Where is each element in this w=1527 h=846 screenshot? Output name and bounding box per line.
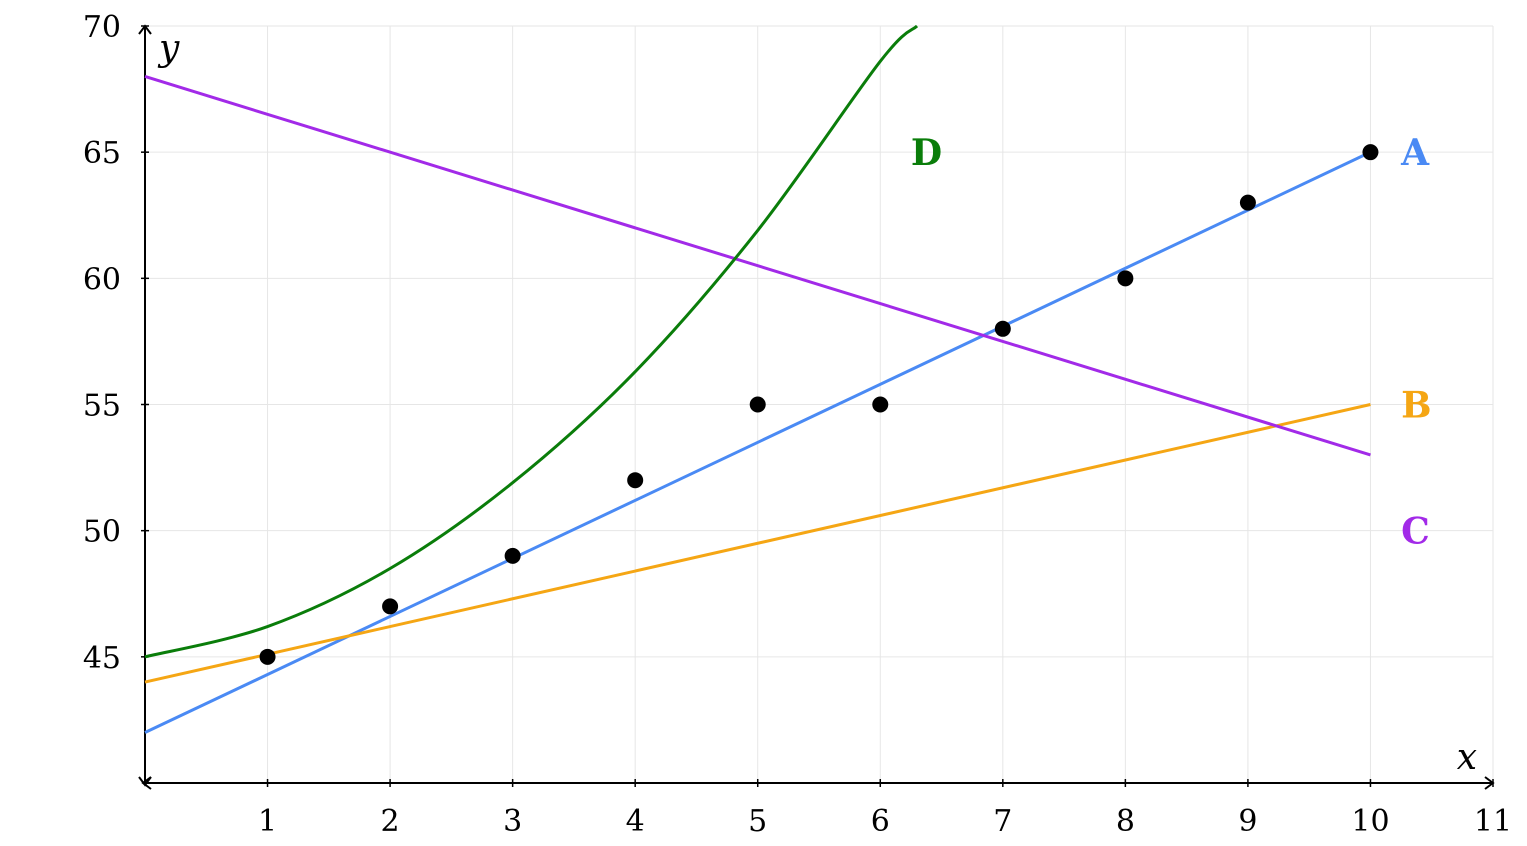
data-point-10 xyxy=(1362,144,1379,161)
series-line-D xyxy=(144,24,919,659)
x-tick-label-5: 5 xyxy=(748,804,767,839)
x-tick-labels: 1 2 3 4 5 6 7 8 9 10 11 xyxy=(258,779,1512,839)
series-lines xyxy=(144,24,1372,734)
axes xyxy=(138,24,1495,790)
x-tick-label-7: 7 xyxy=(993,804,1012,839)
x-tick-label-11: 11 xyxy=(1474,804,1512,839)
data-point-3 xyxy=(504,547,521,564)
line-label-D: D xyxy=(911,132,942,174)
y-tick-label-45: 45 xyxy=(83,641,121,676)
x-tick-label-8: 8 xyxy=(1116,804,1135,839)
y-axis-label: y xyxy=(157,28,180,69)
y-tick-label-70: 70 xyxy=(83,10,121,45)
line-label-B: B xyxy=(1401,385,1431,427)
data-point-6 xyxy=(872,396,889,413)
x-tick-label-6: 6 xyxy=(871,804,890,839)
y-tick-label-50: 50 xyxy=(83,515,121,550)
x-tick-label-2: 2 xyxy=(381,804,400,839)
x-tick-label-4: 4 xyxy=(626,804,645,839)
data-point-4 xyxy=(627,472,644,489)
series-line-B xyxy=(144,403,1371,684)
x-tick-label-10: 10 xyxy=(1351,804,1389,839)
y-tick-labels: 45 50 55 60 65 70 xyxy=(83,10,149,676)
data-points xyxy=(259,144,1379,665)
line-label-C: C xyxy=(1401,511,1430,553)
data-point-2 xyxy=(382,598,399,615)
data-point-5 xyxy=(749,396,766,413)
data-point-9 xyxy=(1239,194,1256,211)
x-axis-label: x xyxy=(1457,737,1477,778)
series-line-C xyxy=(144,75,1371,457)
line-label-A: A xyxy=(1400,132,1430,174)
x-tick-label-1: 1 xyxy=(258,804,277,839)
data-point-7 xyxy=(994,320,1011,337)
y-tick-label-65: 65 xyxy=(83,136,121,171)
y-tick-label-55: 55 xyxy=(83,389,121,424)
x-tick-label-9: 9 xyxy=(1238,804,1257,839)
y-axis-arrow-bottom xyxy=(138,776,152,787)
y-tick-label-60: 60 xyxy=(83,262,121,297)
data-point-8 xyxy=(1117,270,1134,287)
data-point-1 xyxy=(259,648,276,665)
line-labels: A B C D xyxy=(911,132,1432,553)
x-tick-label-3: 3 xyxy=(503,804,522,839)
